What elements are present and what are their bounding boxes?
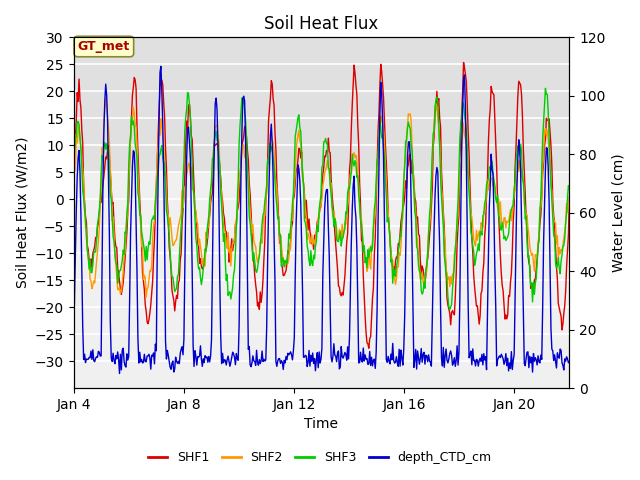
- Text: GT_met: GT_met: [77, 40, 130, 53]
- SHF2: [449, 271, 456, 277]
- SHF3: [566, 187, 573, 192]
- Line: SHF3: SHF3: [74, 88, 570, 310]
- SHF2: [142, 294, 150, 300]
- depth_CTD_cm: [116, 371, 124, 376]
- SHF1: [97, 200, 105, 205]
- SHF3: [541, 85, 549, 91]
- depth_CTD_cm: [157, 63, 164, 69]
- X-axis label: Time: Time: [305, 418, 339, 432]
- SHF1: [371, 252, 378, 258]
- Bar: [74, 37, 570, 172]
- depth_CTD_cm: [97, 353, 105, 359]
- depth_CTD_cm: [513, 185, 521, 191]
- SHF1: [513, 119, 521, 125]
- SHF2: [102, 96, 109, 102]
- SHF3: [97, 173, 105, 179]
- SHF3: [70, 161, 77, 167]
- SHF1: [460, 60, 467, 65]
- SHF1: [421, 281, 429, 287]
- SHF1: [566, 194, 573, 200]
- SHF2: [513, 177, 521, 182]
- depth_CTD_cm: [449, 362, 456, 368]
- SHF1: [365, 345, 372, 351]
- SHF2: [70, 188, 77, 194]
- depth_CTD_cm: [371, 366, 379, 372]
- SHF3: [448, 301, 456, 307]
- SHF1: [499, 288, 507, 294]
- depth_CTD_cm: [499, 356, 507, 361]
- SHF2: [371, 210, 379, 216]
- Legend: SHF1, SHF2, SHF3, depth_CTD_cm: SHF1, SHF2, SHF3, depth_CTD_cm: [143, 446, 497, 469]
- depth_CTD_cm: [566, 359, 573, 364]
- SHF3: [499, 220, 506, 226]
- SHF3: [446, 307, 454, 312]
- SHF2: [499, 224, 507, 230]
- Line: depth_CTD_cm: depth_CTD_cm: [74, 66, 570, 373]
- Y-axis label: Water Level (cm): Water Level (cm): [611, 154, 625, 272]
- SHF1: [70, 188, 77, 193]
- SHF3: [512, 159, 520, 165]
- SHF1: [448, 310, 456, 315]
- SHF2: [97, 182, 105, 188]
- depth_CTD_cm: [422, 352, 429, 358]
- Title: Soil Heat Flux: Soil Heat Flux: [264, 15, 379, 33]
- Line: SHF1: SHF1: [74, 62, 570, 348]
- Line: SHF2: SHF2: [74, 99, 570, 297]
- SHF2: [566, 200, 573, 206]
- SHF2: [422, 270, 429, 276]
- depth_CTD_cm: [70, 365, 77, 371]
- SHF3: [369, 224, 377, 230]
- SHF3: [420, 279, 428, 285]
- Y-axis label: Soil Heat Flux (W/m2): Soil Heat Flux (W/m2): [15, 137, 29, 288]
